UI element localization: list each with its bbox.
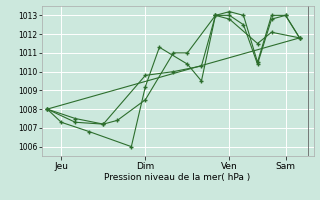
X-axis label: Pression niveau de la mer( hPa ): Pression niveau de la mer( hPa ) <box>104 173 251 182</box>
